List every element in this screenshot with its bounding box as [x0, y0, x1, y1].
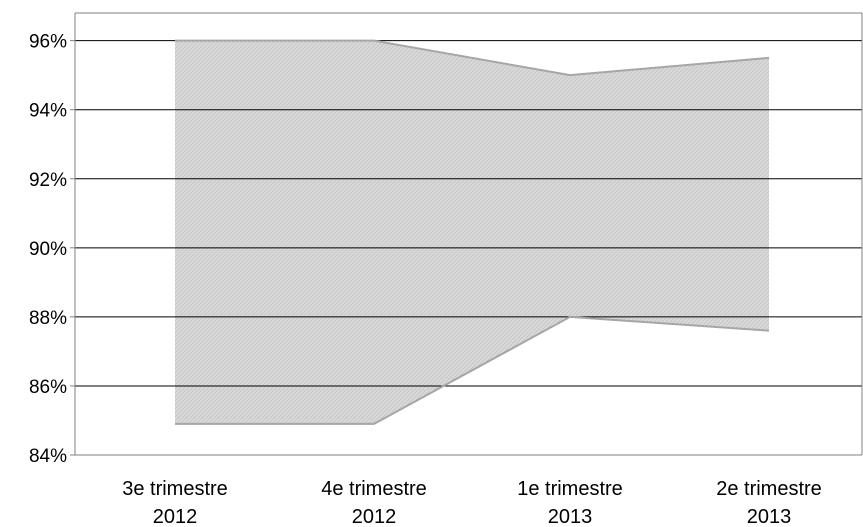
x-category-label: 4e trimestre 2012: [321, 478, 427, 527]
band-lower-edge: [175, 315, 770, 425]
y-tick-label: 96%: [29, 32, 67, 53]
y-tick-label: 90%: [29, 239, 67, 260]
band-upper-edge: [175, 39, 770, 77]
x-category-label: 3e trimestre 2012: [122, 478, 228, 527]
y-tick-label: 94%: [29, 101, 67, 122]
y-tick-label: 86%: [29, 377, 67, 398]
y-tick-label: 88%: [29, 308, 67, 329]
x-category-label: 2e trimestre 2013: [716, 478, 822, 527]
y-tick-label: 92%: [29, 170, 67, 191]
x-category-label: 1e trimestre 2013: [517, 478, 623, 527]
band-area: [175, 40, 769, 424]
y-tick-label: 84%: [29, 446, 67, 467]
